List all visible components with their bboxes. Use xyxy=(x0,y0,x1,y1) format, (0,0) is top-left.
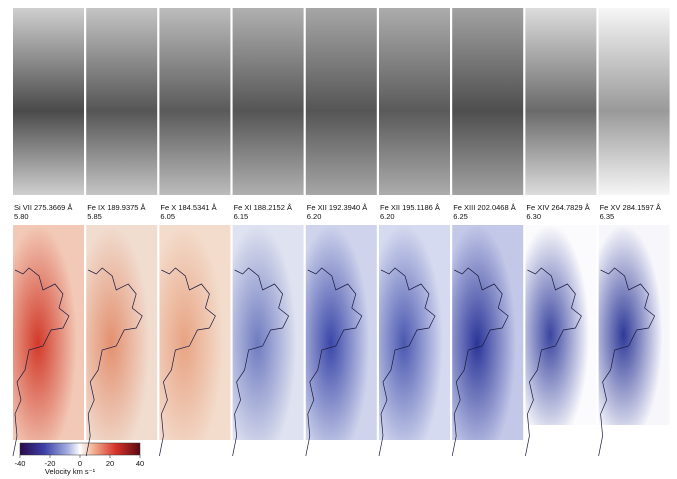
tick-label: 20 xyxy=(106,459,114,468)
velocity-image xyxy=(598,225,670,425)
intensity-image xyxy=(452,8,524,195)
logt-label: 6.35 xyxy=(600,212,615,221)
line-label: Fe XII 195.1186 Å xyxy=(380,203,440,212)
tick-label: 40 xyxy=(136,459,144,468)
line-label: Si VII 275.3669 Å xyxy=(14,203,72,212)
contour xyxy=(378,267,436,457)
line-label: Fe XI 188.2152 Å xyxy=(234,203,292,212)
contour xyxy=(12,267,70,457)
logt-label: 5.85 xyxy=(87,212,102,221)
velocity-image xyxy=(305,225,377,440)
velocity-image xyxy=(232,225,304,440)
line-label: Fe XIII 202.0468 Å xyxy=(453,203,516,212)
intensity-image xyxy=(305,8,377,195)
intensity-image xyxy=(86,8,158,195)
contour xyxy=(232,267,290,457)
logt-label: 6.05 xyxy=(160,212,175,221)
velocity-image xyxy=(86,225,158,440)
tick-label: 0 xyxy=(78,459,82,468)
colorbar xyxy=(19,442,141,456)
logt-label: 6.25 xyxy=(453,212,468,221)
line-label: Fe X 184.5341 Å xyxy=(160,203,216,212)
logt-label: 6.20 xyxy=(380,212,395,221)
contour xyxy=(598,267,656,457)
intensity-image xyxy=(379,8,450,195)
velocity-image xyxy=(379,225,450,440)
contour xyxy=(525,267,582,457)
colorbar-label: Velocity km s⁻¹ xyxy=(45,467,96,476)
logt-label: 6.15 xyxy=(234,212,249,221)
velocity-image xyxy=(13,225,84,440)
intensity-image xyxy=(525,8,597,195)
velocity-image xyxy=(159,225,231,440)
contour xyxy=(451,267,509,457)
line-label: Fe XII 192.3940 Å xyxy=(307,203,367,212)
velocity-image xyxy=(452,225,524,440)
intensity-image xyxy=(159,8,231,195)
contour xyxy=(85,267,143,457)
velocity-image xyxy=(525,225,597,425)
intensity-image xyxy=(232,8,304,195)
contour xyxy=(159,267,216,457)
logt-label: 6.20 xyxy=(307,212,322,221)
tick-label: -20 xyxy=(45,459,56,468)
contour xyxy=(305,267,363,457)
line-label: Fe XIV 264.7829 Å xyxy=(526,203,589,212)
intensity-image xyxy=(598,8,670,195)
tick-label: -40 xyxy=(15,459,26,468)
intensity-image xyxy=(13,8,84,195)
logt-label: 6.30 xyxy=(526,212,541,221)
line-label: Fe XV 284.1597 Å xyxy=(600,203,661,212)
line-label: Fe IX 189.9375 Å xyxy=(87,203,145,212)
logt-label: 5.80 xyxy=(14,212,29,221)
